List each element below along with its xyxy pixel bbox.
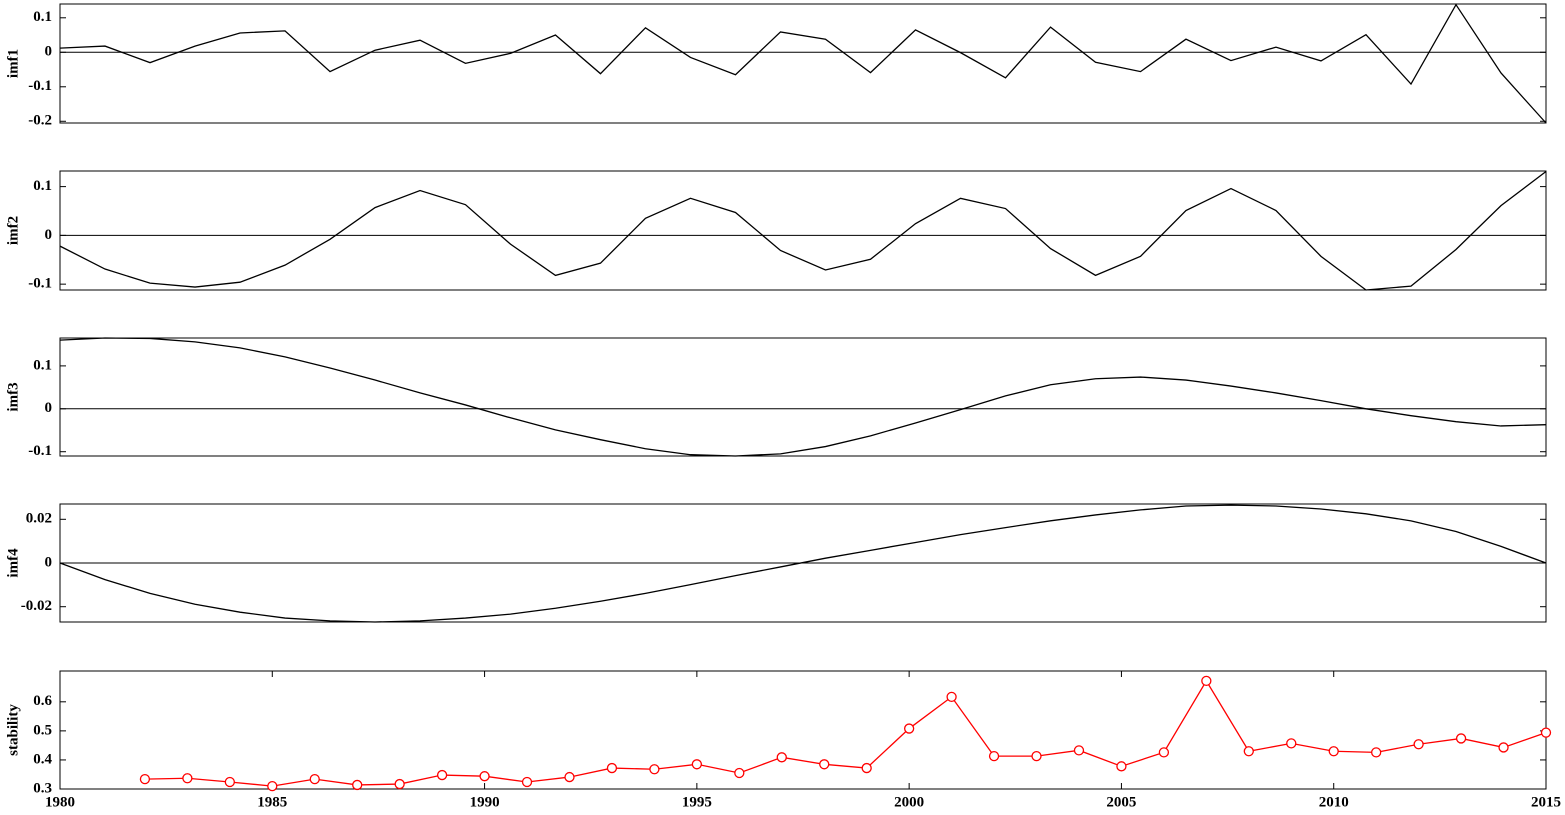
x-tick-label: 1990 — [470, 794, 500, 810]
y-tick-label: 0.5 — [33, 722, 52, 738]
point-marker — [1201, 675, 1212, 687]
y-tick-label: -0.1 — [28, 276, 52, 292]
point-marker — [776, 752, 787, 763]
plot-frame — [59, 337, 1547, 457]
point-marker — [1158, 747, 1170, 758]
series-line — [59, 170, 1547, 291]
point-marker — [1286, 738, 1297, 749]
y-axis-label: imf3 — [5, 382, 21, 411]
y-tick-label: 0 — [45, 227, 53, 243]
point-marker — [436, 769, 448, 781]
x-tick-label: 1995 — [682, 794, 712, 810]
point-marker — [1455, 733, 1467, 744]
point-marker — [903, 723, 915, 734]
point-marker — [267, 780, 278, 792]
y-tick-label: -0.1 — [28, 443, 52, 459]
x-tick-label: 1985 — [257, 794, 287, 810]
point-marker — [224, 776, 235, 788]
point-marker — [309, 773, 320, 785]
x-tick-label: 2015 — [1531, 794, 1561, 810]
y-axis-label: imf1 — [5, 49, 21, 78]
series-line — [59, 504, 1547, 623]
point-marker — [819, 759, 830, 770]
point-marker — [1243, 746, 1254, 757]
point-marker — [861, 762, 872, 774]
point-marker — [521, 776, 533, 788]
series-line — [59, 3, 1547, 124]
point-marker — [479, 771, 490, 782]
point-marker — [946, 691, 957, 703]
point-marker — [564, 771, 575, 783]
y-axis-label: imf4 — [5, 548, 21, 578]
plot-frame — [59, 670, 1547, 790]
y-axis-label: stability — [5, 704, 21, 756]
point-marker — [1116, 761, 1127, 772]
x-tick-label: 2010 — [1319, 794, 1349, 810]
y-tick-label: 0.1 — [33, 357, 52, 373]
y-tick-label: -0.02 — [21, 598, 52, 614]
plot-frame — [59, 3, 1547, 124]
point-marker — [1328, 746, 1339, 757]
y-tick-label: 0.4 — [33, 751, 52, 767]
point-marker — [988, 751, 1000, 762]
y-axis-label: imf2 — [5, 216, 21, 245]
y-tick-label: 0.1 — [33, 9, 52, 25]
series-line — [144, 679, 1547, 787]
point-marker — [1498, 742, 1509, 753]
point-marker — [139, 773, 151, 785]
point-marker — [394, 778, 405, 790]
point-marker — [649, 764, 660, 775]
x-tick-label: 2000 — [894, 794, 924, 810]
y-tick-label: -0.2 — [28, 113, 52, 129]
y-tick-label: 0 — [45, 554, 53, 570]
x-tick-label: 2005 — [1106, 794, 1136, 810]
series-line — [59, 337, 1547, 457]
y-tick-label: -0.1 — [28, 78, 52, 94]
point-marker — [1073, 745, 1085, 756]
point-marker — [606, 762, 618, 774]
y-tick-label: 0 — [45, 44, 53, 60]
y-tick-label: 0.1 — [33, 178, 52, 194]
point-marker — [1413, 739, 1424, 750]
x-tick-label: 1980 — [45, 794, 75, 810]
y-tick-label: 0.02 — [26, 511, 52, 527]
point-marker — [734, 767, 745, 779]
point-marker — [1371, 747, 1382, 758]
point-marker — [182, 773, 193, 784]
point-marker — [691, 759, 703, 770]
point-marker — [1540, 727, 1552, 738]
point-marker — [1031, 751, 1042, 762]
y-tick-label: 0.6 — [33, 693, 52, 709]
plot-frame — [59, 170, 1547, 291]
y-tick-label: 0 — [45, 400, 53, 416]
point-marker — [352, 779, 363, 791]
y-tick-label: 0.3 — [33, 780, 52, 796]
